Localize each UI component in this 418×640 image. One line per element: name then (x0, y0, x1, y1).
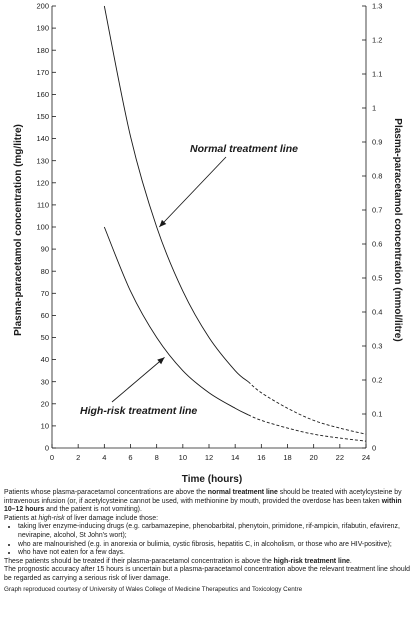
y-tick-label-left: 70 (41, 289, 49, 298)
y-tick-label-left: 50 (41, 333, 49, 342)
x-axis-title: Time (hours) (182, 474, 242, 485)
x-tick-label: 22 (336, 453, 344, 462)
y-tick-label-right: 0.5 (372, 274, 382, 283)
x-tick-label: 4 (102, 453, 106, 462)
y-tick-label-right: 1.1 (372, 70, 382, 79)
y-tick-label-left: 200 (36, 2, 49, 11)
y-tick-label-right: 0.2 (372, 376, 382, 385)
credit-line: Graph reproduced courtesy of University … (4, 585, 303, 593)
arrow-normal-treatment-line (158, 156, 227, 228)
y-tick-label-right: 0.7 (372, 206, 382, 215)
y-tick-label-right: 0.1 (372, 410, 382, 419)
risk-factor-list: taking liver enzyme-inducing drugs (e.g.… (4, 523, 414, 557)
note-text: Patients at (4, 514, 39, 522)
y-axis-title-right: Plasma-paracetamol concentration (mmol/l… (392, 118, 403, 341)
y-tick-label-left: 20 (41, 399, 49, 408)
list-item: who are malnourished (e.g. in anorexia o… (18, 541, 414, 550)
note-text: . (349, 557, 352, 565)
y-tick-label-left: 40 (41, 355, 49, 364)
note-prognostic-accuracy: The prognostic accuracy after 15 hours i… (4, 566, 411, 582)
x-tick-label: 20 (309, 453, 317, 462)
x-tick-label: 16 (257, 453, 265, 462)
arrow-normal-treatment-line-head (159, 219, 167, 227)
note-italic: high-risk (38, 514, 65, 522)
x-tick-label: 2 (76, 453, 80, 462)
note-text: Patients whose plasma-paracetamol concen… (4, 489, 208, 496)
y-tick-label-left: 120 (36, 178, 49, 187)
y-tick-label-right: 0.6 (372, 240, 382, 249)
y-tick-label-left: 140 (36, 134, 49, 143)
y-tick-label-left: 150 (36, 112, 49, 121)
y-tick-label-left: 80 (41, 267, 49, 276)
y-tick-label-left: 0 (45, 444, 49, 453)
arrow-high-risk-treatment-line-head (157, 357, 165, 365)
note-text: of liver damage include those: (64, 514, 158, 522)
x-tick-label: 18 (283, 453, 291, 462)
note-text: should be treated with acetylcysteine by… (4, 489, 402, 505)
note-text: and the patient is not vomiting). (44, 506, 142, 514)
x-tick-label: 8 (155, 453, 159, 462)
y-tick-label-right: 1 (372, 104, 376, 113)
x-tick-label: 14 (231, 453, 239, 462)
notes-text: Patients whose plasma-paracetamol concen… (4, 489, 414, 594)
x-tick-label: 12 (205, 453, 213, 462)
annotation-high-risk-treatment-line: High-risk treatment line (80, 405, 197, 417)
normal-treatment-line-solid (103, 5, 249, 383)
note-high-risk-treatment: These patients should be treated if thei… (4, 558, 414, 567)
note-bold: normal treatment line (207, 489, 278, 496)
y-axis-title-left: Plasma-paracetamol concentration (mg/lit… (13, 124, 24, 336)
note-bold: high-risk treatment line (273, 557, 350, 565)
x-tick-label: 24 (362, 453, 370, 462)
paracetamol-nomogram-chart: 0102030405060708090100110120130140150160… (13, 2, 403, 485)
high-risk-treatment-line-solid (103, 226, 249, 416)
note-high-risk-intro: Patients at high-risk of liver damage in… (4, 515, 414, 524)
y-tick-label-left: 170 (36, 68, 49, 77)
note-normal-treatment: Patients whose plasma-paracetamol concen… (4, 489, 414, 515)
y-tick-label-left: 130 (36, 156, 49, 165)
y-tick-label-left: 160 (36, 90, 49, 99)
arrow-high-risk-treatment-line (111, 357, 165, 403)
y-tick-label-left: 180 (36, 46, 49, 55)
y-tick-label-right: 0.9 (372, 138, 382, 147)
y-tick-label-left: 100 (36, 223, 49, 232)
y-tick-label-right: 0.3 (372, 342, 382, 351)
y-tick-label-left: 30 (41, 377, 49, 386)
tick-labels: 0102030405060708090100110120130140150160… (36, 2, 382, 462)
y-tick-label-left: 60 (41, 311, 49, 320)
annotations: Normal treatment line High-risk treatmen… (80, 143, 298, 417)
note-bold: within 10–12 hours (4, 497, 402, 514)
series-lines (103, 5, 367, 442)
y-tick-label-right: 0.8 (372, 172, 382, 181)
y-tick-label-right: 0.4 (372, 308, 382, 317)
x-tick-label: 10 (179, 453, 187, 462)
list-item: taking liver enzyme-inducing drugs (e.g.… (18, 523, 414, 540)
axes (51, 5, 367, 449)
y-tick-label-left: 10 (41, 422, 49, 431)
x-tick-label: 0 (50, 453, 54, 462)
y-tick-label-left: 190 (36, 24, 49, 33)
normal-treatment-line-dashed (247, 381, 367, 435)
y-tick-label-right: 1.2 (372, 36, 382, 45)
y-tick-label-left: 110 (37, 201, 49, 210)
list-item: who have not eaten for a few days. (18, 549, 414, 558)
annotation-normal-treatment-line: Normal treatment line (190, 143, 298, 155)
note-text: These patients should be treated if thei… (4, 557, 274, 565)
x-tick-label: 6 (128, 453, 132, 462)
y-tick-label-right: 0 (372, 444, 376, 453)
y-tick-label-left: 90 (41, 245, 49, 254)
high-risk-treatment-line-dashed (248, 414, 367, 442)
y-tick-label-right: 1.3 (372, 2, 382, 11)
